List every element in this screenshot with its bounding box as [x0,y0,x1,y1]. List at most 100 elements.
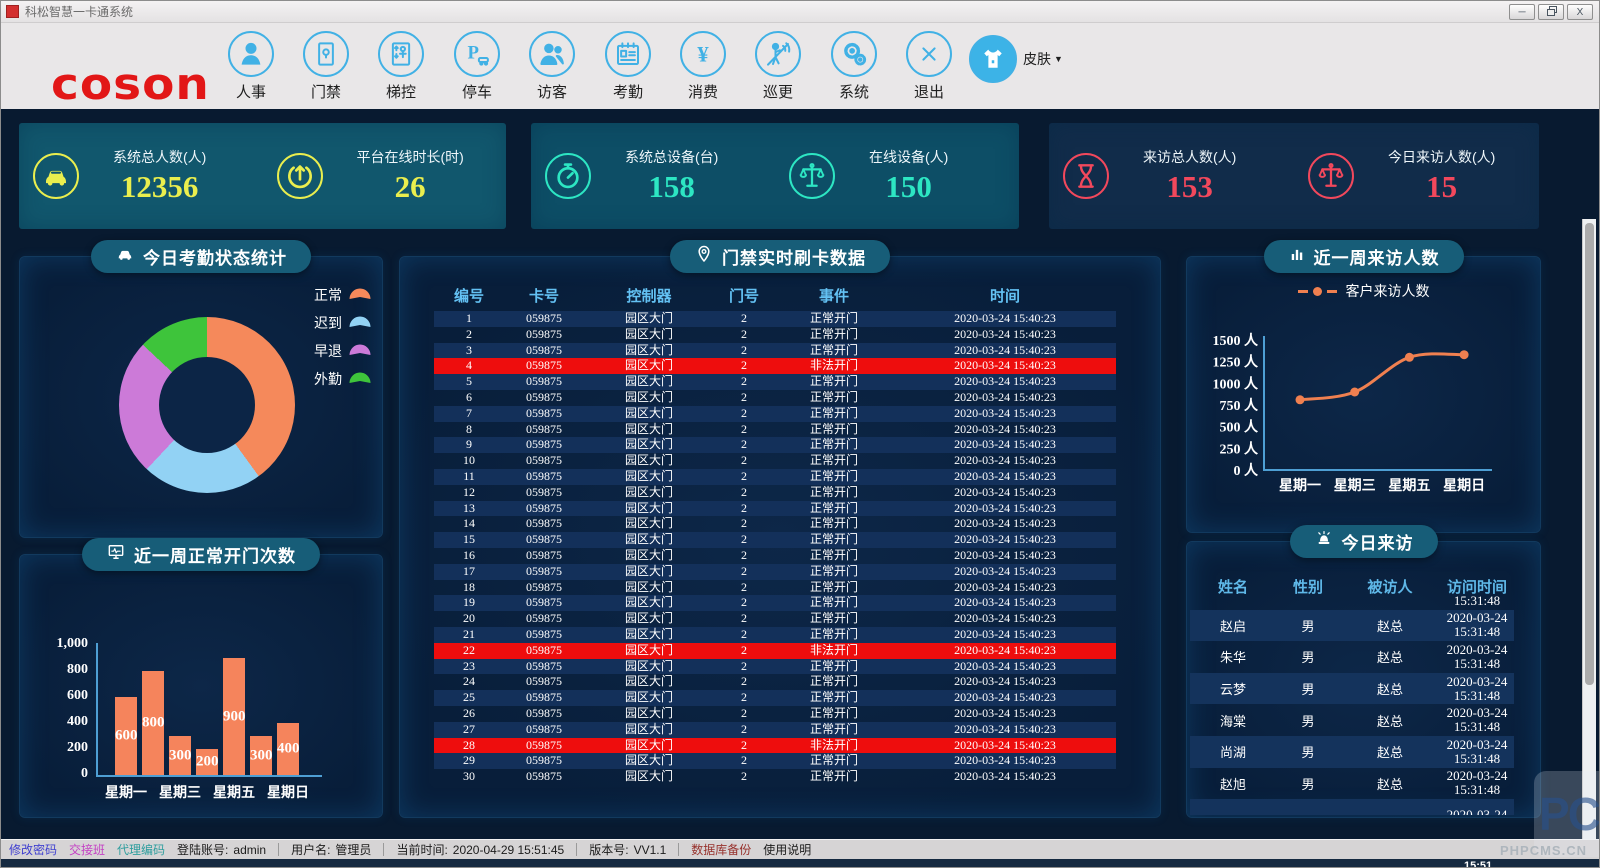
door-table-row[interactable]: 9 059875 园区大门 2 正常开门 2020-03-24 15:40:23 [434,437,1116,454]
username: 用户名: 管理员 [291,843,372,857]
help-link[interactable]: 使用说明 [763,843,812,857]
cell-event: 正常开门 [809,626,858,641]
door-table-row[interactable]: 14 059875 园区大门 2 正常开门 2020-03-24 15:40:2… [434,516,1116,532]
door-table-row[interactable]: 19 059875 园区大门 2 正常开门 2020-03-24 15:40:2… [434,595,1116,612]
door-table-row[interactable]: 22 059875 园区大门 2 非法开门 2020-03-24 15:40:2… [434,642,1116,659]
visitor-row[interactable]: 海棠 男 赵总 2020-03-24 15:31:48 [1190,704,1514,736]
minimize-button[interactable]: ─ [1509,4,1535,20]
door-table-panel-title: 门禁实时刷卡数据 [722,249,866,268]
cell-event: 正常开门 [809,532,858,547]
door-table-row[interactable]: 13 059875 园区大门 2 正常开门 2020-03-24 15:40:2… [434,500,1116,517]
toolbar-item-access[interactable]: 门禁 [293,31,359,102]
bar-星期六: 300 [250,736,273,775]
door-table-row[interactable]: 24 059875 园区大门 2 正常开门 2020-03-24 15:40:2… [434,674,1116,690]
toolbar-item-label: 巡更 [762,84,793,101]
door-table-row[interactable]: 30 059875 园区大门 2 正常开门 2020-03-24 15:40:2… [434,769,1116,785]
door-table-row[interactable]: 27 059875 园区大门 2 正常开门 2020-03-24 15:40:2… [434,721,1116,738]
cell-door: 2 [741,595,747,610]
legend-item-外勤[interactable]: 外勤 [314,369,372,389]
cell-gender: 男 [1301,713,1315,729]
door-table-row[interactable]: 1 059875 园区大门 2 正常开门 2020-03-24 15:40:23 [434,311,1116,327]
cell-door: 2 [741,674,747,689]
database-backup-link[interactable]: 数据库备份 [691,843,752,857]
visitor-row-partial[interactable]: 15:31:48 [1190,594,1514,610]
door-table-row[interactable]: 16 059875 园区大门 2 正常开门 2020-03-24 15:40:2… [434,548,1116,564]
door-table-row[interactable]: 21 059875 园区大门 2 正常开门 2020-03-24 15:40:2… [434,626,1116,643]
line-legend[interactable]: 客户来访人数 [1187,281,1540,301]
cell-time: 2020-03-24 15:40:23 [954,611,1056,626]
toolbar-item-parking[interactable]: P 停车 [444,31,510,102]
change-password-link[interactable]: 修改密码 [9,843,58,857]
visitor-row[interactable]: 云梦 男 赵总 2020-03-24 15:31:48 [1190,672,1514,705]
cell-event: 正常开门 [809,437,858,452]
legend-item-早退[interactable]: 早退 [314,341,372,361]
door-table-row[interactable]: 29 059875 园区大门 2 正常开门 2020-03-24 15:40:2… [434,753,1116,770]
svg-text:750 人: 750 人 [1220,397,1260,414]
door-table-row[interactable]: 17 059875 园区大门 2 正常开门 2020-03-24 15:40:2… [434,563,1116,580]
door-table-row[interactable]: 12 059875 园区大门 2 正常开门 2020-03-24 15:40:2… [434,485,1116,501]
shift-change-link[interactable]: 交接班 [69,843,106,857]
door-table-row[interactable]: 4 059875 园区大门 2 非法开门 2020-03-24 15:40:23 [434,358,1116,375]
skin-button[interactable]: 皮肤 ▼ [969,35,1063,83]
visitor-row[interactable]: 赵启 男 赵总 2020-03-24 15:31:48 [1190,609,1514,642]
statusbar: 修改密码 交接班 代理编码 登陆账号: admin 用户名: 管理员 当前时间: 20… [1,839,1599,859]
cell-door: 2 [741,769,747,784]
column-header-控制器: 控制器 [626,288,672,305]
door-table-row[interactable]: 18 059875 园区大门 2 正常开门 2020-03-24 15:40:2… [434,580,1116,596]
toolbar-item-elevator[interactable]: 梯控 [368,31,434,102]
door-table-row[interactable]: 7 059875 园区大门 2 正常开门 2020-03-24 15:40:23 [434,405,1116,422]
cell-time: 2020-03-24 15:40:23 [954,690,1056,705]
close-button[interactable]: X [1567,4,1593,20]
visitors-panel: 今日来访 姓名 性别 被访人 访问时间 15:31:48 赵启 男 赵总 2020-0… [1186,525,1541,818]
door-table-row[interactable]: 25 059875 园区大门 2 正常开门 2020-03-24 15:40:2… [434,690,1116,706]
cell-door: 2 [741,484,747,499]
door-table-row[interactable]: 10 059875 园区大门 2 正常开门 2020-03-24 15:40:2… [434,453,1116,469]
visits-line-panel-title: 近一周来访人数 [1313,249,1440,268]
cell-time: 2020-03-24 15:40:23 [954,389,1056,404]
door-table-row[interactable]: 3 059875 园区大门 2 正常开门 2020-03-24 15:40:23 [434,342,1116,359]
door-table-row[interactable]: 15 059875 园区大门 2 正常开门 2020-03-24 15:40:2… [434,532,1116,548]
cell-card: 059875 [526,547,562,562]
restore-button[interactable] [1538,4,1564,20]
agent-code-link[interactable]: 代理编码 [117,843,166,857]
dashboard: 系统总人数(人) 12356 平台在线时长(时) 26 系统总设备(台) 158 在线设备(… [1,109,1599,867]
cell-controller: 园区大门 [624,579,673,594]
toolbar-item-consume[interactable]: ¥ 消费 [670,31,736,102]
cell-door: 2 [741,563,747,578]
legend-item-迟到[interactable]: 迟到 [314,313,372,333]
cell-time: 2020-03-24 15:40:23 [954,342,1056,357]
toolbar-item-label: 门禁 [310,84,341,101]
door-table-row[interactable]: 5 059875 园区大门 2 正常开门 2020-03-24 15:40:23 [434,374,1116,390]
door-table-row[interactable]: 8 059875 园区大门 2 正常开门 2020-03-24 15:40:23 [434,422,1116,438]
toolbar-item-attendance[interactable]: 考勤 [595,31,661,102]
door-table-row[interactable]: 2 059875 园区大门 2 正常开门 2020-03-24 15:40:23 [434,327,1116,343]
door-table-row[interactable]: 23 059875 园区大门 2 正常开门 2020-03-24 15:40:2… [434,658,1116,675]
toolbar-item-personnel[interactable]: 人事 [218,31,284,102]
visitor-row[interactable]: 尚湖 男 赵总 2020-03-24 15:31:48 [1190,735,1514,768]
cell-no: 26 [463,705,475,720]
door-table-row[interactable]: 28 059875 园区大门 2 非法开门 2020-03-24 15:40:2… [434,737,1116,754]
door-table-row[interactable]: 20 059875 园区大门 2 正常开门 2020-03-24 15:40:2… [434,611,1116,627]
svg-text:P: P [468,42,479,63]
cell-visit-time: 2020-03-24 15:31:48 [1446,705,1508,735]
visitor-row-partial[interactable]: 2020-03-24 [1190,799,1514,815]
cell-event: 正常开门 [809,611,858,626]
cell-gender: 男 [1301,650,1315,666]
scrollbar-thumb[interactable] [1585,223,1594,685]
door-table-row[interactable]: 11 059875 园区大门 2 正常开门 2020-03-24 15:40:2… [434,468,1116,485]
cell-event: 正常开门 [809,468,858,483]
cell-event: 正常开门 [809,690,858,705]
window-scrollbar[interactable] [1582,219,1596,867]
visitor-row[interactable]: 赵旭 男 赵总 2020-03-24 15:31:48 [1190,768,1514,800]
toolbar-item-patrol[interactable]: 巡更 [745,31,811,102]
column-header-性别: 性别 [1292,579,1323,596]
phpcms-watermark-text: PHPCMS.CN [1499,843,1587,858]
door-table-row[interactable]: 6 059875 园区大门 2 正常开门 2020-03-24 15:40:23 [434,390,1116,406]
toolbar-item-visitor[interactable]: 访客 [519,31,585,102]
svg-text:¥: ¥ [697,42,709,67]
door-table-row[interactable]: 26 059875 园区大门 2 正常开门 2020-03-24 15:40:2… [434,706,1116,722]
toolbar-item-exit[interactable]: 退出 [896,31,962,102]
visitor-row[interactable]: 朱华 男 赵总 2020-03-24 15:31:48 [1190,641,1514,673]
toolbar-item-system[interactable]: 系统 [821,31,887,102]
legend-item-正常[interactable]: 正常 [314,285,372,305]
